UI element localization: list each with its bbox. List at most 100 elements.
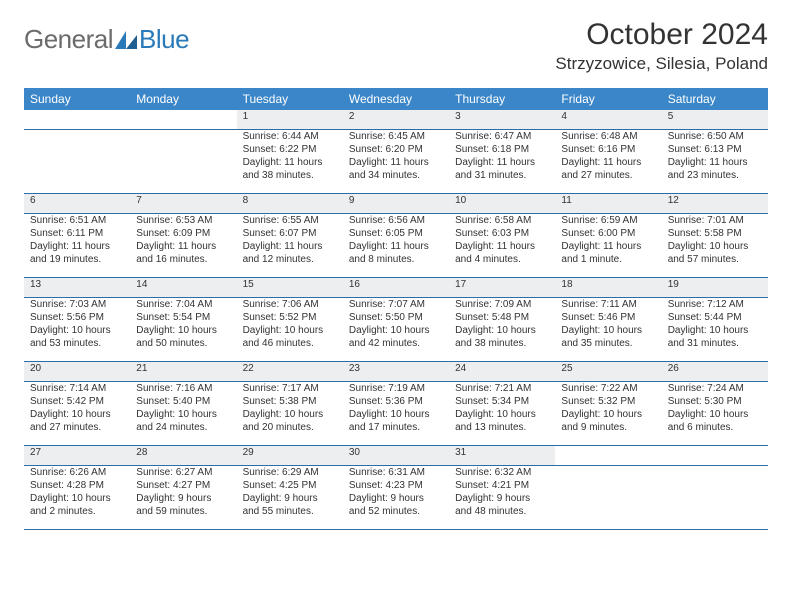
day-detail-line: Sunrise: 7:12 AM	[668, 298, 762, 311]
day-detail-cell: Sunrise: 7:09 AMSunset: 5:48 PMDaylight:…	[449, 298, 555, 362]
day-detail-line: and 57 minutes.	[668, 253, 762, 266]
day-detail-line: and 16 minutes.	[136, 253, 230, 266]
day-detail-line: Sunrise: 6:59 AM	[561, 214, 655, 227]
day-detail-line: Sunrise: 6:26 AM	[30, 466, 124, 479]
day-detail-line: Sunset: 5:30 PM	[668, 395, 762, 408]
brand-mark-icon	[115, 31, 137, 49]
day-detail-row: Sunrise: 6:44 AMSunset: 6:22 PMDaylight:…	[24, 130, 768, 194]
weekday-label: Monday	[130, 88, 236, 110]
day-detail-line: Daylight: 11 hours	[668, 156, 762, 169]
day-detail-line: and 4 minutes.	[455, 253, 549, 266]
day-detail-line: Sunrise: 7:07 AM	[349, 298, 443, 311]
day-detail-cell: Sunrise: 7:12 AMSunset: 5:44 PMDaylight:…	[662, 298, 768, 362]
day-number: 21	[130, 362, 236, 382]
day-detail-cell	[555, 466, 661, 530]
day-number: 27	[24, 446, 130, 466]
calendar-table: Sunday Monday Tuesday Wednesday Thursday…	[24, 88, 768, 530]
day-detail-line: Sunrise: 7:11 AM	[561, 298, 655, 311]
calendar-head: Sunday Monday Tuesday Wednesday Thursday…	[24, 88, 768, 110]
day-detail-line: Daylight: 10 hours	[668, 240, 762, 253]
day-detail-cell: Sunrise: 7:21 AMSunset: 5:34 PMDaylight:…	[449, 382, 555, 446]
day-detail-line: Sunset: 5:34 PM	[455, 395, 549, 408]
day-detail-line: Sunrise: 7:22 AM	[561, 382, 655, 395]
day-detail-line: Sunset: 6:05 PM	[349, 227, 443, 240]
day-number-row: 6789101112	[24, 194, 768, 214]
day-detail-cell: Sunrise: 6:59 AMSunset: 6:00 PMDaylight:…	[555, 214, 661, 278]
day-detail-line: and 6 minutes.	[668, 421, 762, 434]
day-detail-cell: Sunrise: 6:50 AMSunset: 6:13 PMDaylight:…	[662, 130, 768, 194]
weekday-label: Tuesday	[237, 88, 343, 110]
day-detail-line: Sunrise: 7:16 AM	[136, 382, 230, 395]
day-detail-line: Daylight: 10 hours	[136, 408, 230, 421]
day-detail-cell	[662, 466, 768, 530]
day-detail-line: and 19 minutes.	[30, 253, 124, 266]
day-detail-line: Sunrise: 6:44 AM	[243, 130, 337, 143]
day-detail-line: Daylight: 9 hours	[136, 492, 230, 505]
day-detail-line: Sunrise: 6:56 AM	[349, 214, 443, 227]
day-detail-line: Daylight: 10 hours	[243, 324, 337, 337]
day-detail-line: Sunrise: 7:17 AM	[243, 382, 337, 395]
day-detail-line: and 38 minutes.	[455, 337, 549, 350]
day-detail-line: Sunrise: 6:27 AM	[136, 466, 230, 479]
day-detail-cell: Sunrise: 7:01 AMSunset: 5:58 PMDaylight:…	[662, 214, 768, 278]
day-number: 2	[343, 110, 449, 130]
day-detail-line: Sunrise: 7:09 AM	[455, 298, 549, 311]
day-detail-line: Daylight: 10 hours	[561, 408, 655, 421]
day-number	[662, 446, 768, 466]
day-detail-line: Sunset: 5:36 PM	[349, 395, 443, 408]
day-detail-line: Daylight: 11 hours	[455, 240, 549, 253]
brand-logo: General Blue	[24, 24, 189, 55]
day-detail-line: Daylight: 10 hours	[455, 408, 549, 421]
calendar-body: 12345Sunrise: 6:44 AMSunset: 6:22 PMDayl…	[24, 110, 768, 530]
day-detail-line: Sunset: 5:56 PM	[30, 311, 124, 324]
day-detail-line: Sunrise: 6:51 AM	[30, 214, 124, 227]
day-detail-cell: Sunrise: 6:29 AMSunset: 4:25 PMDaylight:…	[237, 466, 343, 530]
day-detail-line: Daylight: 11 hours	[561, 156, 655, 169]
title-block: October 2024 Strzyzowice, Silesia, Polan…	[555, 18, 768, 74]
day-detail-line: Daylight: 10 hours	[455, 324, 549, 337]
day-detail-line: Sunset: 4:27 PM	[136, 479, 230, 492]
day-number	[24, 110, 130, 130]
day-number: 30	[343, 446, 449, 466]
day-number-row: 20212223242526	[24, 362, 768, 382]
day-detail-line: Sunset: 5:48 PM	[455, 311, 549, 324]
day-detail-line: Sunset: 5:46 PM	[561, 311, 655, 324]
day-detail-cell: Sunrise: 7:24 AMSunset: 5:30 PMDaylight:…	[662, 382, 768, 446]
weekday-label: Sunday	[24, 88, 130, 110]
day-detail-line: Sunset: 5:40 PM	[136, 395, 230, 408]
day-number: 25	[555, 362, 661, 382]
day-detail-line: Sunset: 6:20 PM	[349, 143, 443, 156]
day-detail-line: and 2 minutes.	[30, 505, 124, 518]
day-detail-line: Sunset: 6:16 PM	[561, 143, 655, 156]
day-detail-cell: Sunrise: 6:31 AMSunset: 4:23 PMDaylight:…	[343, 466, 449, 530]
day-detail-cell: Sunrise: 6:51 AMSunset: 6:11 PMDaylight:…	[24, 214, 130, 278]
day-number: 17	[449, 278, 555, 298]
day-detail-line: Sunset: 6:18 PM	[455, 143, 549, 156]
day-detail-line: and 53 minutes.	[30, 337, 124, 350]
day-detail-cell: Sunrise: 6:55 AMSunset: 6:07 PMDaylight:…	[237, 214, 343, 278]
day-number: 26	[662, 362, 768, 382]
weekday-label: Wednesday	[343, 88, 449, 110]
day-number: 14	[130, 278, 236, 298]
day-number: 8	[237, 194, 343, 214]
day-detail-line: Sunrise: 6:31 AM	[349, 466, 443, 479]
day-detail-line: Sunrise: 6:55 AM	[243, 214, 337, 227]
day-detail-line: Sunrise: 7:19 AM	[349, 382, 443, 395]
day-number: 4	[555, 110, 661, 130]
day-detail-cell	[24, 130, 130, 194]
day-detail-cell: Sunrise: 7:11 AMSunset: 5:46 PMDaylight:…	[555, 298, 661, 362]
day-detail-line: Sunrise: 7:14 AM	[30, 382, 124, 395]
day-detail-line: Daylight: 10 hours	[30, 408, 124, 421]
day-detail-line: and 35 minutes.	[561, 337, 655, 350]
day-detail-line: and 20 minutes.	[243, 421, 337, 434]
day-detail-cell	[130, 130, 236, 194]
day-detail-row: Sunrise: 7:14 AMSunset: 5:42 PMDaylight:…	[24, 382, 768, 446]
day-number: 12	[662, 194, 768, 214]
day-detail-line: Daylight: 11 hours	[243, 240, 337, 253]
day-detail-line: Sunset: 5:50 PM	[349, 311, 443, 324]
day-number: 13	[24, 278, 130, 298]
day-number	[555, 446, 661, 466]
day-detail-line: and 24 minutes.	[136, 421, 230, 434]
day-detail-line: Sunrise: 6:50 AM	[668, 130, 762, 143]
day-detail-line: Daylight: 11 hours	[561, 240, 655, 253]
